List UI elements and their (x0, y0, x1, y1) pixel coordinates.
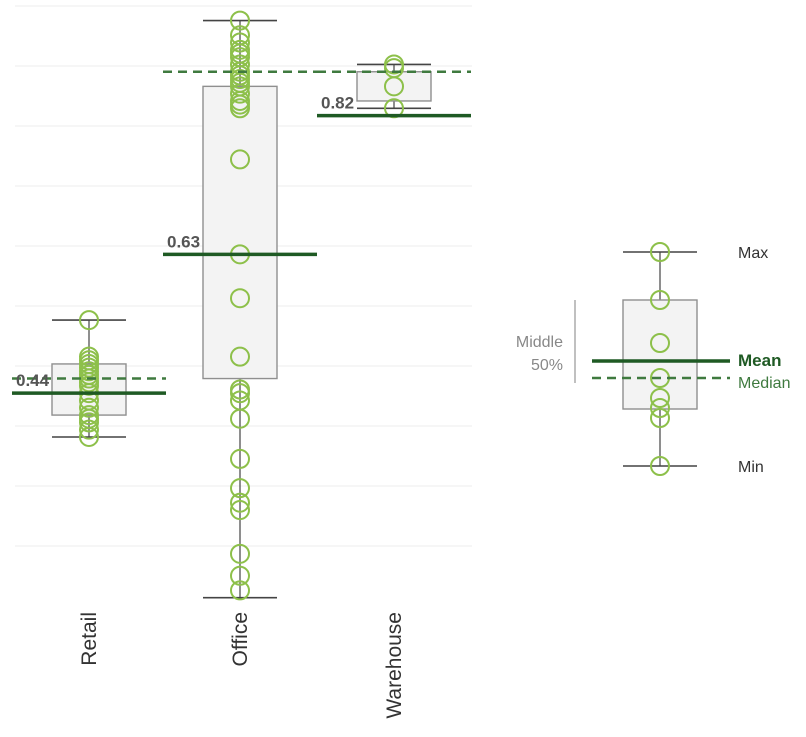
data-point (230, 346, 250, 367)
mean-value-label: 0.63 (167, 232, 200, 251)
data-point (230, 83, 250, 104)
data-point (79, 412, 99, 433)
data-point (79, 310, 99, 331)
data-point (230, 10, 250, 31)
data-point (79, 419, 99, 440)
data-point (230, 408, 250, 429)
mean-value-label: 0.82 (321, 94, 354, 113)
data-point (230, 543, 250, 564)
legend: Middle 50% Max Mean Median Min (516, 242, 790, 476)
legend-min-label: Min (738, 459, 764, 476)
data-point (79, 426, 99, 447)
iqr-box (202, 85, 278, 380)
legend-point (650, 388, 670, 408)
data-point (230, 492, 250, 513)
data-point (230, 478, 250, 499)
category-label: Office (229, 612, 252, 666)
data-point (230, 32, 250, 53)
data-point (230, 565, 250, 586)
data-point (230, 448, 250, 469)
data-point (79, 397, 99, 418)
category-label: Warehouse (383, 612, 406, 719)
iqr-box (51, 363, 127, 416)
data-point (230, 383, 250, 404)
data-point (230, 288, 250, 309)
box-group-office: 0.63 (163, 10, 317, 601)
mean-value-label: 0.44 (16, 371, 50, 390)
data-point (384, 76, 404, 97)
legend-point (650, 242, 670, 262)
data-point (230, 500, 250, 521)
box-group-retail: 0.44 (12, 310, 166, 447)
data-point (230, 98, 250, 119)
legend-point (650, 290, 670, 310)
legend-median-label: Median (738, 375, 790, 392)
legend-middle-label: Middle (516, 334, 563, 351)
box-plot-series: 0.44 0.63 0.82 (12, 10, 471, 601)
legend-point (650, 456, 670, 476)
legend-point (650, 398, 670, 418)
legend-box (622, 299, 698, 410)
legend-mean-label: Mean (738, 351, 781, 370)
legend-point (650, 333, 670, 353)
legend-middle-label-pct: 50% (531, 357, 563, 374)
data-point (230, 149, 250, 170)
x-axis-labels: Retail Office Warehouse (78, 612, 406, 719)
legend-max-label: Max (738, 245, 768, 262)
box-group-warehouse: 0.82 (317, 54, 471, 119)
legend-point (650, 408, 670, 428)
data-point (230, 580, 250, 601)
category-label: Retail (78, 612, 101, 666)
